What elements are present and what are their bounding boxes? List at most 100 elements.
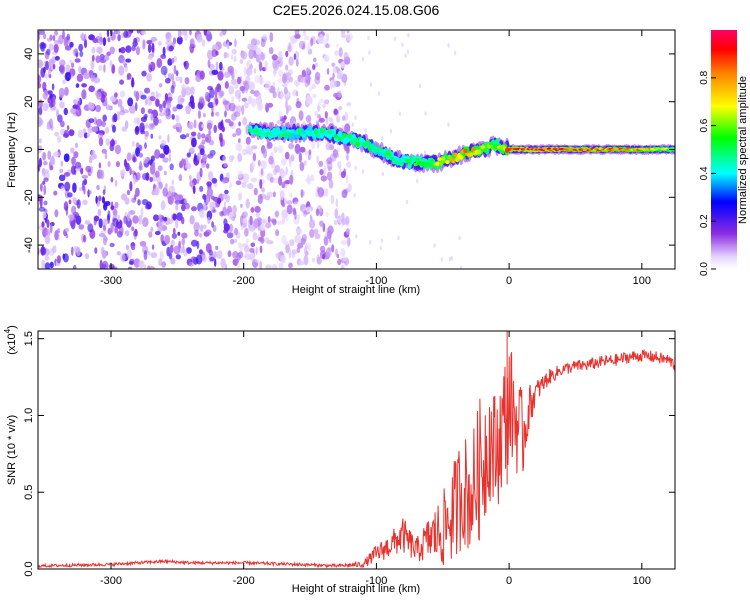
noise-blob [294,209,297,220]
noise-blob [228,102,236,112]
noise-blob [179,134,187,140]
noise-blob [80,33,85,40]
noise-blob [59,101,65,109]
x-tick-label: 100 [633,275,651,287]
noise-blob [178,174,183,182]
noise-blob [98,218,103,229]
noise-blob [337,147,341,153]
noise-blob [241,97,248,102]
noise-blob [286,107,289,115]
noise-blob [65,205,69,216]
noise-blob [158,83,163,88]
noise-blob [160,65,168,76]
noise-blob [64,181,71,192]
noise-blob [255,246,258,255]
noise-blob [223,228,229,234]
noise-blob [261,219,267,224]
noise-blob [259,260,262,269]
noise-blob [245,251,248,260]
ridge-core [323,130,329,135]
noise-blob [361,56,365,62]
noise-blob [131,245,136,251]
noise-blob [159,153,166,159]
noise-blob [308,154,313,160]
ridge-core [387,152,392,157]
noise-blob [94,247,98,254]
noise-blob [133,174,136,185]
snr-xlabel: Height of straight line (km) [292,583,420,595]
noise-blob [223,52,228,59]
noise-blob [340,61,346,69]
noise-blob [54,55,60,61]
noise-blob [340,247,346,258]
noise-blob [272,219,277,226]
noise-blob [205,163,210,169]
noise-blob [260,51,264,60]
ridge-core [339,137,345,142]
noise-blob [326,171,333,181]
noise-blob [260,237,265,244]
noise-blob [169,244,174,254]
noise-blob [447,122,450,127]
noise-blob [325,43,330,49]
noise-blob [280,90,283,101]
noise-blob [253,187,258,196]
ridge-core [397,158,402,162]
spectrogram-xlabel: Height of straight line (km) [292,284,420,296]
noise-blob [243,245,250,253]
noise-blob [97,209,102,217]
noise-blob [42,161,48,166]
noise-blob [191,206,197,212]
noise-blob [124,120,129,129]
noise-blob [222,100,229,106]
noise-blob [337,90,342,98]
noise-blob [208,249,214,256]
noise-blob [223,162,228,168]
noise-blob [207,153,214,159]
noise-blob [288,142,295,150]
noise-blob [281,181,286,189]
noise-blob [242,173,250,183]
noise-blob [198,121,204,132]
noise-blob [226,41,230,50]
noise-blob [244,83,248,94]
noise-blob [59,59,66,67]
x-tick-label: -100 [365,575,387,587]
noise-blob [147,160,153,165]
noise-blob [171,114,175,120]
noise-blob [272,81,276,87]
noise-blob [185,247,192,254]
ridge-core [459,154,464,160]
noise-blob [215,200,221,208]
noise-blob [62,253,66,260]
noise-blob [307,75,311,86]
noise-blob [106,51,111,57]
noise-blob [168,153,172,163]
noise-blob [173,65,177,75]
noise-blob [300,77,306,84]
noise-blob [56,136,62,143]
noise-blob [71,156,76,166]
noise-blob [285,50,289,58]
noise-blob [299,146,306,153]
noise-blob [125,45,132,53]
noise-blob [42,81,47,91]
noise-blob [109,60,113,68]
noise-blob [96,184,100,191]
noise-blob [196,179,200,184]
noise-blob [316,155,319,164]
noise-blob [298,261,305,266]
noise-blob [305,250,309,256]
ridge-core [399,161,404,167]
noise-blob [42,180,46,185]
noise-blob [265,264,272,269]
noise-blob [207,216,211,224]
noise-blob [453,50,457,56]
noise-blob [314,233,321,240]
noise-blob [134,102,138,112]
noise-blob [177,231,181,236]
ridge-core [411,155,416,162]
noise-blob [53,151,60,157]
noise-blob [234,38,237,48]
noise-blob [145,123,149,128]
